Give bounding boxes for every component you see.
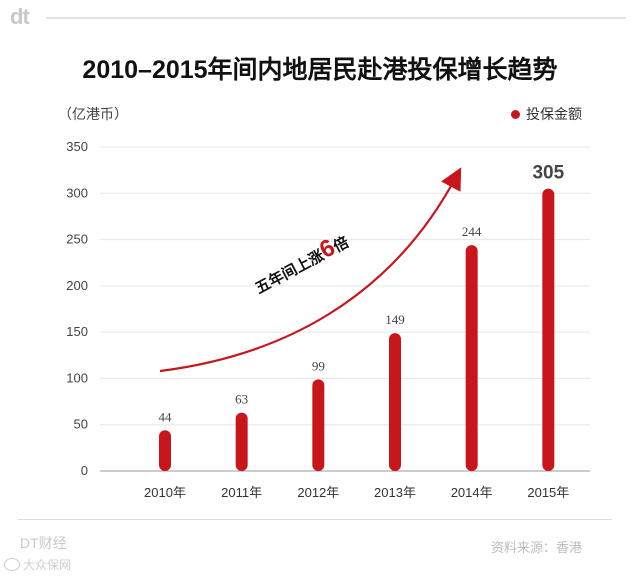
y-tick-label: 150 <box>66 324 88 339</box>
grid-layer <box>100 146 590 472</box>
x-tick-label: 2010年 <box>144 485 186 500</box>
bar <box>389 333 401 471</box>
value-label: 149 <box>385 312 405 327</box>
chart-title: 2010–2015年间内地居民赴港投保增长趋势 <box>82 56 558 84</box>
footer-source: 资料来源：香港 <box>490 540 582 555</box>
y-tick-labels: 0 50 100 150 200 250 300 350 <box>66 139 88 478</box>
value-label: 305 <box>532 163 564 184</box>
x-tick-labels: 2010年 2011年 2012年 2013年 2014年 2015年 <box>144 485 569 500</box>
watermark: 大众保网 <box>4 556 71 573</box>
footer-brand: DT财经 <box>20 535 67 551</box>
value-label: 99 <box>312 358 325 373</box>
legend: 投保金额 <box>511 104 582 124</box>
bar <box>465 245 478 471</box>
y-tick-label: 350 <box>66 139 88 154</box>
y-tick-label: 200 <box>66 278 88 293</box>
bars-layer <box>159 188 555 471</box>
top-divider <box>46 17 626 19</box>
y-tick-label: 250 <box>66 232 88 247</box>
x-tick-label: 2013年 <box>374 485 416 500</box>
y-tick-label: 50 <box>74 417 88 432</box>
x-tick-label: 2015年 <box>527 485 569 500</box>
value-label: 44 <box>159 409 173 424</box>
y-tick-label: 300 <box>66 185 88 200</box>
x-tick-label: 2011年 <box>221 485 262 500</box>
y-axis-unit: （亿港币） <box>58 106 128 122</box>
y-tick-label: 100 <box>66 370 88 385</box>
x-tick-label: 2012年 <box>297 485 339 500</box>
bar <box>235 412 248 471</box>
legend-label: 投保金额 <box>526 106 582 122</box>
trend-arrow <box>159 167 462 373</box>
value-labels: 44 63 99 149 244 305 <box>159 163 565 425</box>
bar <box>542 188 555 471</box>
value-label: 244 <box>462 224 482 239</box>
footer-divider <box>18 519 612 520</box>
value-label: 63 <box>235 392 248 407</box>
x-tick-label: 2014年 <box>451 485 493 500</box>
dt-logo: dt <box>10 4 30 29</box>
weibo-icon <box>4 558 20 571</box>
watermark-text: 大众保网 <box>23 558 72 572</box>
y-tick-label: 0 <box>81 463 88 478</box>
bar <box>159 430 171 471</box>
bar <box>312 379 325 471</box>
legend-swatch <box>511 109 520 119</box>
